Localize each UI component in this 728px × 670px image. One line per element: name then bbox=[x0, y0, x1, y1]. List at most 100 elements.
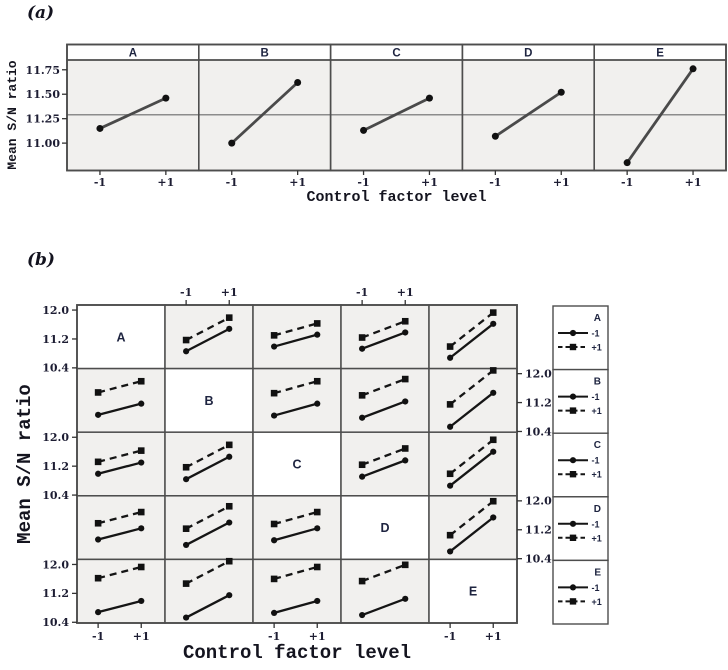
interaction-cell bbox=[164, 431, 254, 497]
interaction-line-plus1 bbox=[273, 565, 318, 581]
x-tick-label-bottom: +1 bbox=[309, 630, 326, 643]
square-marker bbox=[225, 557, 233, 565]
circle-marker bbox=[138, 459, 145, 466]
data-point-low bbox=[491, 132, 499, 140]
square-marker bbox=[446, 531, 454, 539]
interaction-line-minus1 bbox=[361, 331, 406, 350]
square-marker bbox=[225, 441, 233, 449]
square-marker bbox=[182, 525, 190, 532]
data-point-high bbox=[294, 78, 302, 86]
x-tick-label: +1 bbox=[421, 176, 438, 189]
data-point-low bbox=[623, 159, 631, 167]
main-effect-line bbox=[362, 96, 431, 132]
circle-marker bbox=[138, 400, 145, 407]
square-marker bbox=[446, 470, 454, 478]
circle-marker bbox=[314, 331, 321, 338]
x-tick-label-bottom: -1 bbox=[268, 630, 280, 643]
x-tick-label-bottom: -1 bbox=[92, 630, 104, 643]
square-marker bbox=[137, 508, 145, 516]
legend-factor-label: D bbox=[594, 504, 601, 515]
circle-marker bbox=[95, 536, 102, 543]
interaction-cell bbox=[252, 558, 342, 624]
circle-marker bbox=[447, 482, 454, 489]
square-marker bbox=[489, 367, 497, 374]
diagonal-cell bbox=[340, 495, 430, 561]
square-marker bbox=[225, 502, 233, 510]
interaction-line-minus1 bbox=[185, 594, 230, 619]
interaction-line-plus1 bbox=[185, 505, 230, 530]
circle-marker bbox=[359, 414, 366, 421]
square-marker bbox=[270, 332, 278, 339]
legend-square-marker bbox=[569, 598, 577, 605]
interaction-line-minus1 bbox=[361, 459, 406, 478]
circle-marker bbox=[314, 525, 321, 532]
interaction-line-plus1 bbox=[185, 560, 230, 585]
y-tick-label: 11.00 bbox=[26, 137, 61, 150]
x-tick-label: -1 bbox=[621, 176, 633, 189]
panel-header-bg bbox=[330, 44, 463, 60]
square-marker bbox=[313, 320, 321, 327]
circle-marker bbox=[138, 525, 145, 532]
circle-marker bbox=[359, 345, 366, 352]
square-marker bbox=[446, 401, 454, 408]
circle-marker bbox=[271, 609, 278, 616]
interaction-line-minus1 bbox=[361, 400, 406, 419]
square-marker bbox=[401, 317, 409, 325]
legend-square-marker bbox=[569, 407, 577, 414]
x-tick-label-top: -1 bbox=[356, 286, 368, 299]
interaction-line-plus1 bbox=[361, 563, 406, 583]
main-effect-line bbox=[626, 67, 695, 164]
x-tick-label-top: +1 bbox=[221, 286, 238, 299]
circle-marker bbox=[271, 412, 278, 419]
legend-factor-label: A bbox=[594, 313, 601, 324]
legend-item-label: +1 bbox=[592, 406, 602, 416]
x-tick-label: +1 bbox=[289, 176, 306, 189]
circle-marker bbox=[271, 343, 278, 350]
y-tick-label-right: 12.0 bbox=[525, 495, 552, 508]
plot-outer-border bbox=[66, 43, 727, 172]
subfigure-a-label: (a) bbox=[27, 3, 55, 23]
square-marker bbox=[182, 336, 190, 344]
x-tick-label-bottom: +1 bbox=[133, 630, 150, 643]
interaction-line-minus1 bbox=[97, 461, 142, 475]
square-marker bbox=[182, 580, 190, 587]
y-tick-label-left: 11.2 bbox=[42, 460, 69, 473]
square-marker bbox=[401, 445, 409, 452]
legend-factor-label: C bbox=[594, 440, 601, 451]
y-tick-label-left: 10.4 bbox=[42, 362, 69, 375]
interaction-line-minus1 bbox=[273, 333, 318, 348]
interaction-line-plus1 bbox=[97, 565, 142, 580]
legend-square-marker bbox=[569, 343, 577, 351]
y-tick-label-right: 11.2 bbox=[525, 524, 552, 537]
x-tick-label: -1 bbox=[489, 176, 501, 189]
interaction-line-plus1 bbox=[449, 500, 494, 537]
data-point-low bbox=[360, 126, 368, 134]
legend-square-marker bbox=[569, 471, 577, 478]
main-effect-line bbox=[99, 96, 167, 130]
interaction-line-minus1 bbox=[273, 527, 318, 542]
legend-item-label: -1 bbox=[592, 456, 600, 466]
legend-section bbox=[552, 496, 609, 562]
diagonal-factor-label: E bbox=[469, 585, 477, 599]
interaction-cell bbox=[340, 558, 430, 624]
interaction-line-plus1 bbox=[97, 449, 142, 463]
interaction-line-minus1 bbox=[449, 516, 494, 553]
interaction-line-plus1 bbox=[185, 443, 230, 469]
x-axis-title: Control factor level bbox=[183, 642, 411, 664]
interaction-line-minus1 bbox=[273, 599, 318, 614]
interaction-cell bbox=[428, 495, 518, 561]
y-tick-label: 11.75 bbox=[26, 64, 60, 77]
interaction-line-minus1 bbox=[97, 527, 142, 541]
panel-header-bg bbox=[67, 44, 199, 60]
interaction-line-minus1 bbox=[361, 597, 406, 617]
data-point-high bbox=[162, 94, 170, 102]
circle-marker bbox=[183, 541, 190, 549]
y-tick-label-left: 11.2 bbox=[42, 333, 69, 346]
interaction-line-plus1 bbox=[361, 378, 406, 397]
square-marker bbox=[358, 577, 366, 585]
circle-marker bbox=[490, 448, 497, 455]
circle-marker bbox=[490, 389, 497, 396]
square-marker bbox=[489, 436, 497, 444]
square-marker bbox=[401, 561, 409, 569]
